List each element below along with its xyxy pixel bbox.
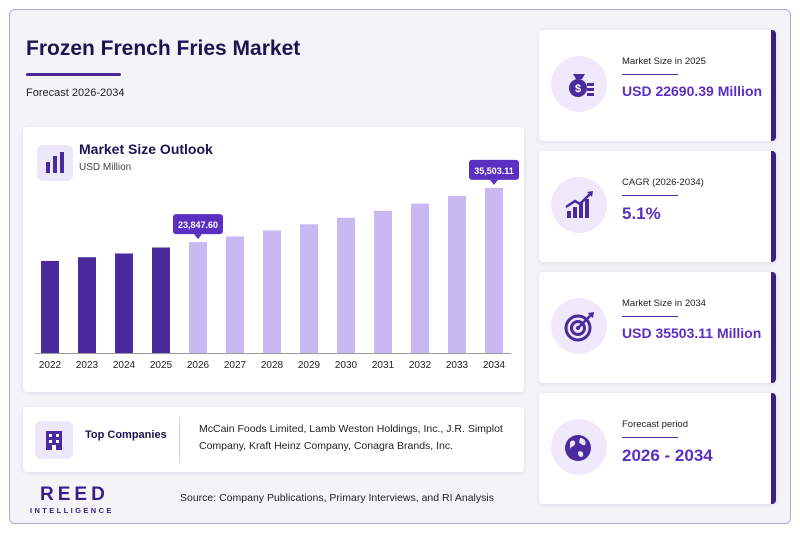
bar-2024 xyxy=(115,253,133,353)
page-title: Frozen French Fries Market xyxy=(26,37,301,60)
x-tick-label: 2024 xyxy=(113,360,136,371)
x-tick-label: 2023 xyxy=(76,360,99,371)
top-companies-label: Top Companies xyxy=(85,429,167,441)
x-tick-label: 2029 xyxy=(298,360,321,371)
x-tick-label: 2033 xyxy=(446,360,469,371)
globe-icon xyxy=(551,419,607,475)
x-tick-label: 2022 xyxy=(39,360,62,371)
bar-2025 xyxy=(152,247,170,353)
bar-2028 xyxy=(263,230,281,353)
bar-2026 xyxy=(189,242,207,353)
bar-2034 xyxy=(485,187,503,353)
x-tick-label: 2031 xyxy=(372,360,395,371)
stat-card-market-2025: $ Market Size in 2025 USD 22690.39 Milli… xyxy=(539,30,776,141)
bar-2032 xyxy=(411,203,429,353)
stat-value: 2026 - 2034 xyxy=(622,446,713,465)
stat-card-forecast-period: Forecast period 2026 - 2034 xyxy=(539,393,776,504)
stat-value: 5.1% xyxy=(622,204,661,223)
value-label: 35,503.11 xyxy=(474,166,514,176)
logo-wordmark: REED xyxy=(40,484,109,505)
bar-2029 xyxy=(300,224,318,353)
bar-2027 xyxy=(226,236,244,353)
x-tick-label: 2028 xyxy=(261,360,284,371)
stat-card-market-2034: Market Size in 2034 USD 35503.11 Million xyxy=(539,272,776,383)
bar-2031 xyxy=(374,210,392,353)
stat-label: CAGR (2026-2034) xyxy=(622,177,704,188)
value-label: 23,847.60 xyxy=(178,220,218,230)
growth-chart-icon xyxy=(551,177,607,233)
x-tick-label: 2026 xyxy=(187,360,210,371)
stat-underline xyxy=(622,195,678,196)
top-companies-list: McCain Foods Limited, Lamb Weston Holdin… xyxy=(199,423,503,452)
building-icon xyxy=(35,421,73,459)
divider xyxy=(179,417,180,463)
bar-chart: 2022 2023 2024 2025 2026 23,847.60 2027 2028 202… xyxy=(35,159,519,371)
svg-text:$: $ xyxy=(575,83,581,95)
value-callout-2026: 23,847.60 xyxy=(173,214,223,240)
chart-unit: USD Million xyxy=(79,162,132,173)
stat-underline xyxy=(622,437,678,438)
x-tick-label: 2034 xyxy=(483,360,506,371)
source-note: Source: Company Publications, Primary In… xyxy=(180,492,494,504)
title-underline xyxy=(26,73,121,76)
bar-2023 xyxy=(78,257,96,353)
stat-underline xyxy=(622,74,678,75)
chart-card: Market Size Outlook USD Million 2022 2023… xyxy=(23,127,524,392)
stat-value: USD 35503.11 Million xyxy=(622,325,762,341)
money-bag-icon: $ xyxy=(551,56,607,112)
x-tick-label: 2030 xyxy=(335,360,358,371)
bar-2030 xyxy=(337,217,355,353)
page-subtitle: Forecast 2026-2034 xyxy=(26,87,125,99)
x-tick-label: 2025 xyxy=(150,360,173,371)
stat-card-cagr: CAGR (2026-2034) 5.1% xyxy=(539,151,776,262)
target-icon xyxy=(551,298,607,354)
logo-tagline: INTELLIGENCE xyxy=(30,506,114,515)
stat-label: Market Size in 2025 xyxy=(622,56,706,67)
chart-title: Market Size Outlook xyxy=(79,141,213,157)
x-tick-label: 2027 xyxy=(224,360,247,371)
value-callout-2034: 35,503.11 xyxy=(469,159,519,185)
x-tick-label: 2032 xyxy=(409,360,432,371)
bar-chart-icon xyxy=(37,145,73,181)
stat-label: Forecast period xyxy=(622,419,689,430)
stat-label: Market Size in 2034 xyxy=(622,298,706,309)
bar-2033 xyxy=(448,195,466,353)
bar-2022 xyxy=(41,260,59,353)
stat-underline xyxy=(622,316,678,317)
stat-value: USD 22690.39 Million xyxy=(622,83,763,99)
top-companies-card: Top Companies McCain Foods Limited, Lamb… xyxy=(23,407,524,472)
